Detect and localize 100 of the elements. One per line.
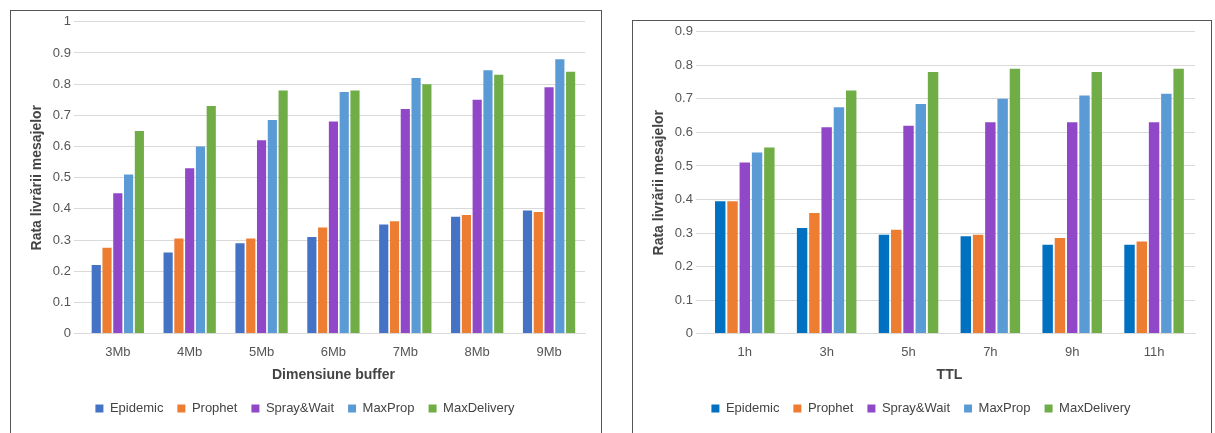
x-tick-label: 8Mb [464, 343, 490, 359]
bar [1009, 68, 1021, 334]
bar [960, 236, 972, 334]
y-tick-label: 0.7 [674, 90, 693, 106]
bar [833, 107, 845, 334]
bar [451, 216, 461, 334]
y-tick-label: 0.6 [52, 138, 71, 154]
bar [764, 147, 775, 334]
x-tick-label: 6Mb [320, 343, 347, 359]
bar [845, 90, 857, 334]
legend-label: Epidemic [725, 400, 780, 416]
x-tick-label: 3h [819, 343, 834, 359]
y-tick-label: 0.2 [674, 258, 693, 274]
bar [997, 98, 1008, 334]
x-tick-label: 4Mb [177, 343, 203, 359]
y-tick-label: 0.1 [52, 294, 71, 309]
bar [339, 91, 349, 334]
y-tick-label: 0.6 [674, 123, 693, 139]
bar [544, 87, 554, 334]
bar [796, 227, 808, 334]
bar [985, 122, 996, 334]
bar [1054, 238, 1066, 334]
x-tick-label: 7h [983, 343, 998, 359]
x-tick-label: 1h [737, 343, 753, 359]
bar [1079, 95, 1090, 334]
bar [1067, 122, 1078, 334]
legend-label: Prophet [807, 400, 854, 416]
y-tick-label: 0 [685, 325, 693, 341]
y-tick-label: 0.4 [674, 191, 693, 207]
bar [555, 59, 565, 334]
bar [163, 252, 173, 334]
bar [102, 247, 112, 334]
bar [1124, 244, 1135, 334]
y-tick-label: 0.5 [674, 157, 693, 173]
bar [1161, 93, 1172, 334]
legend-label: Prophet [191, 400, 238, 416]
bar [422, 84, 432, 334]
y-tick-label: 0.8 [52, 75, 71, 91]
bar [494, 74, 504, 334]
y-tick-label: 0.2 [52, 262, 71, 278]
bar [379, 224, 389, 334]
y-tick-label: 0.3 [674, 224, 693, 240]
bar [307, 236, 317, 334]
bar [1173, 68, 1184, 334]
bar [972, 234, 984, 334]
bar [206, 105, 216, 334]
bar [903, 125, 914, 334]
bar [522, 210, 533, 334]
bar [267, 120, 277, 334]
bar [411, 77, 421, 334]
y-tick-label: 0.4 [52, 200, 71, 216]
y-tick-label: 0 [63, 325, 71, 341]
legend-label: MaxDelivery [443, 400, 516, 416]
bar [124, 174, 134, 334]
bar [915, 103, 927, 334]
bar [878, 234, 890, 334]
y-axis-title: Rata livrării mesajelor [28, 104, 45, 251]
bar [389, 221, 400, 334]
bar [739, 162, 751, 334]
bar [246, 238, 256, 334]
bar [134, 130, 144, 334]
y-tick-label: 1 [63, 13, 71, 29]
bar [821, 127, 832, 334]
bar [1042, 244, 1053, 334]
x-tick-label: 5Mb [248, 343, 275, 359]
y-tick-label: 0.9 [674, 23, 693, 39]
legend-label: MaxDelivery [1059, 400, 1132, 416]
bar [566, 71, 576, 334]
bar [715, 201, 726, 334]
x-tick-label: 11h [1143, 343, 1165, 359]
y-tick-label: 0.3 [52, 231, 71, 247]
bar [400, 109, 410, 334]
bar [174, 238, 184, 334]
bar [809, 212, 820, 334]
bar [256, 140, 267, 334]
bar [113, 193, 123, 334]
bar [195, 146, 206, 334]
x-tick-label: 9h [1064, 343, 1080, 359]
bar [350, 90, 360, 334]
y-tick-label: 0.8 [674, 56, 693, 72]
bar [533, 212, 543, 334]
x-tick-label: 9Mb [536, 343, 562, 359]
legend-label: Spray&Wait [881, 400, 951, 416]
legend-label: Spray&Wait [265, 400, 335, 416]
bar [278, 90, 288, 334]
legend-label: MaxProp [978, 400, 1031, 416]
x-axis-title: Dimensiune buffer [271, 366, 396, 383]
bar [927, 72, 939, 334]
bar [472, 99, 482, 334]
y-tick-label: 0.5 [52, 169, 71, 185]
bar [751, 152, 763, 334]
bar [328, 121, 339, 334]
x-tick-label: 3Mb [105, 343, 131, 359]
legend-label: MaxProp [362, 400, 415, 416]
bar [461, 215, 471, 334]
bar [1091, 72, 1102, 334]
y-tick-label: 0.1 [674, 291, 693, 307]
y-axis-title: Rata livrării mesajelor [650, 109, 667, 256]
bar [727, 201, 738, 334]
y-tick-label: 0.9 [52, 44, 71, 60]
